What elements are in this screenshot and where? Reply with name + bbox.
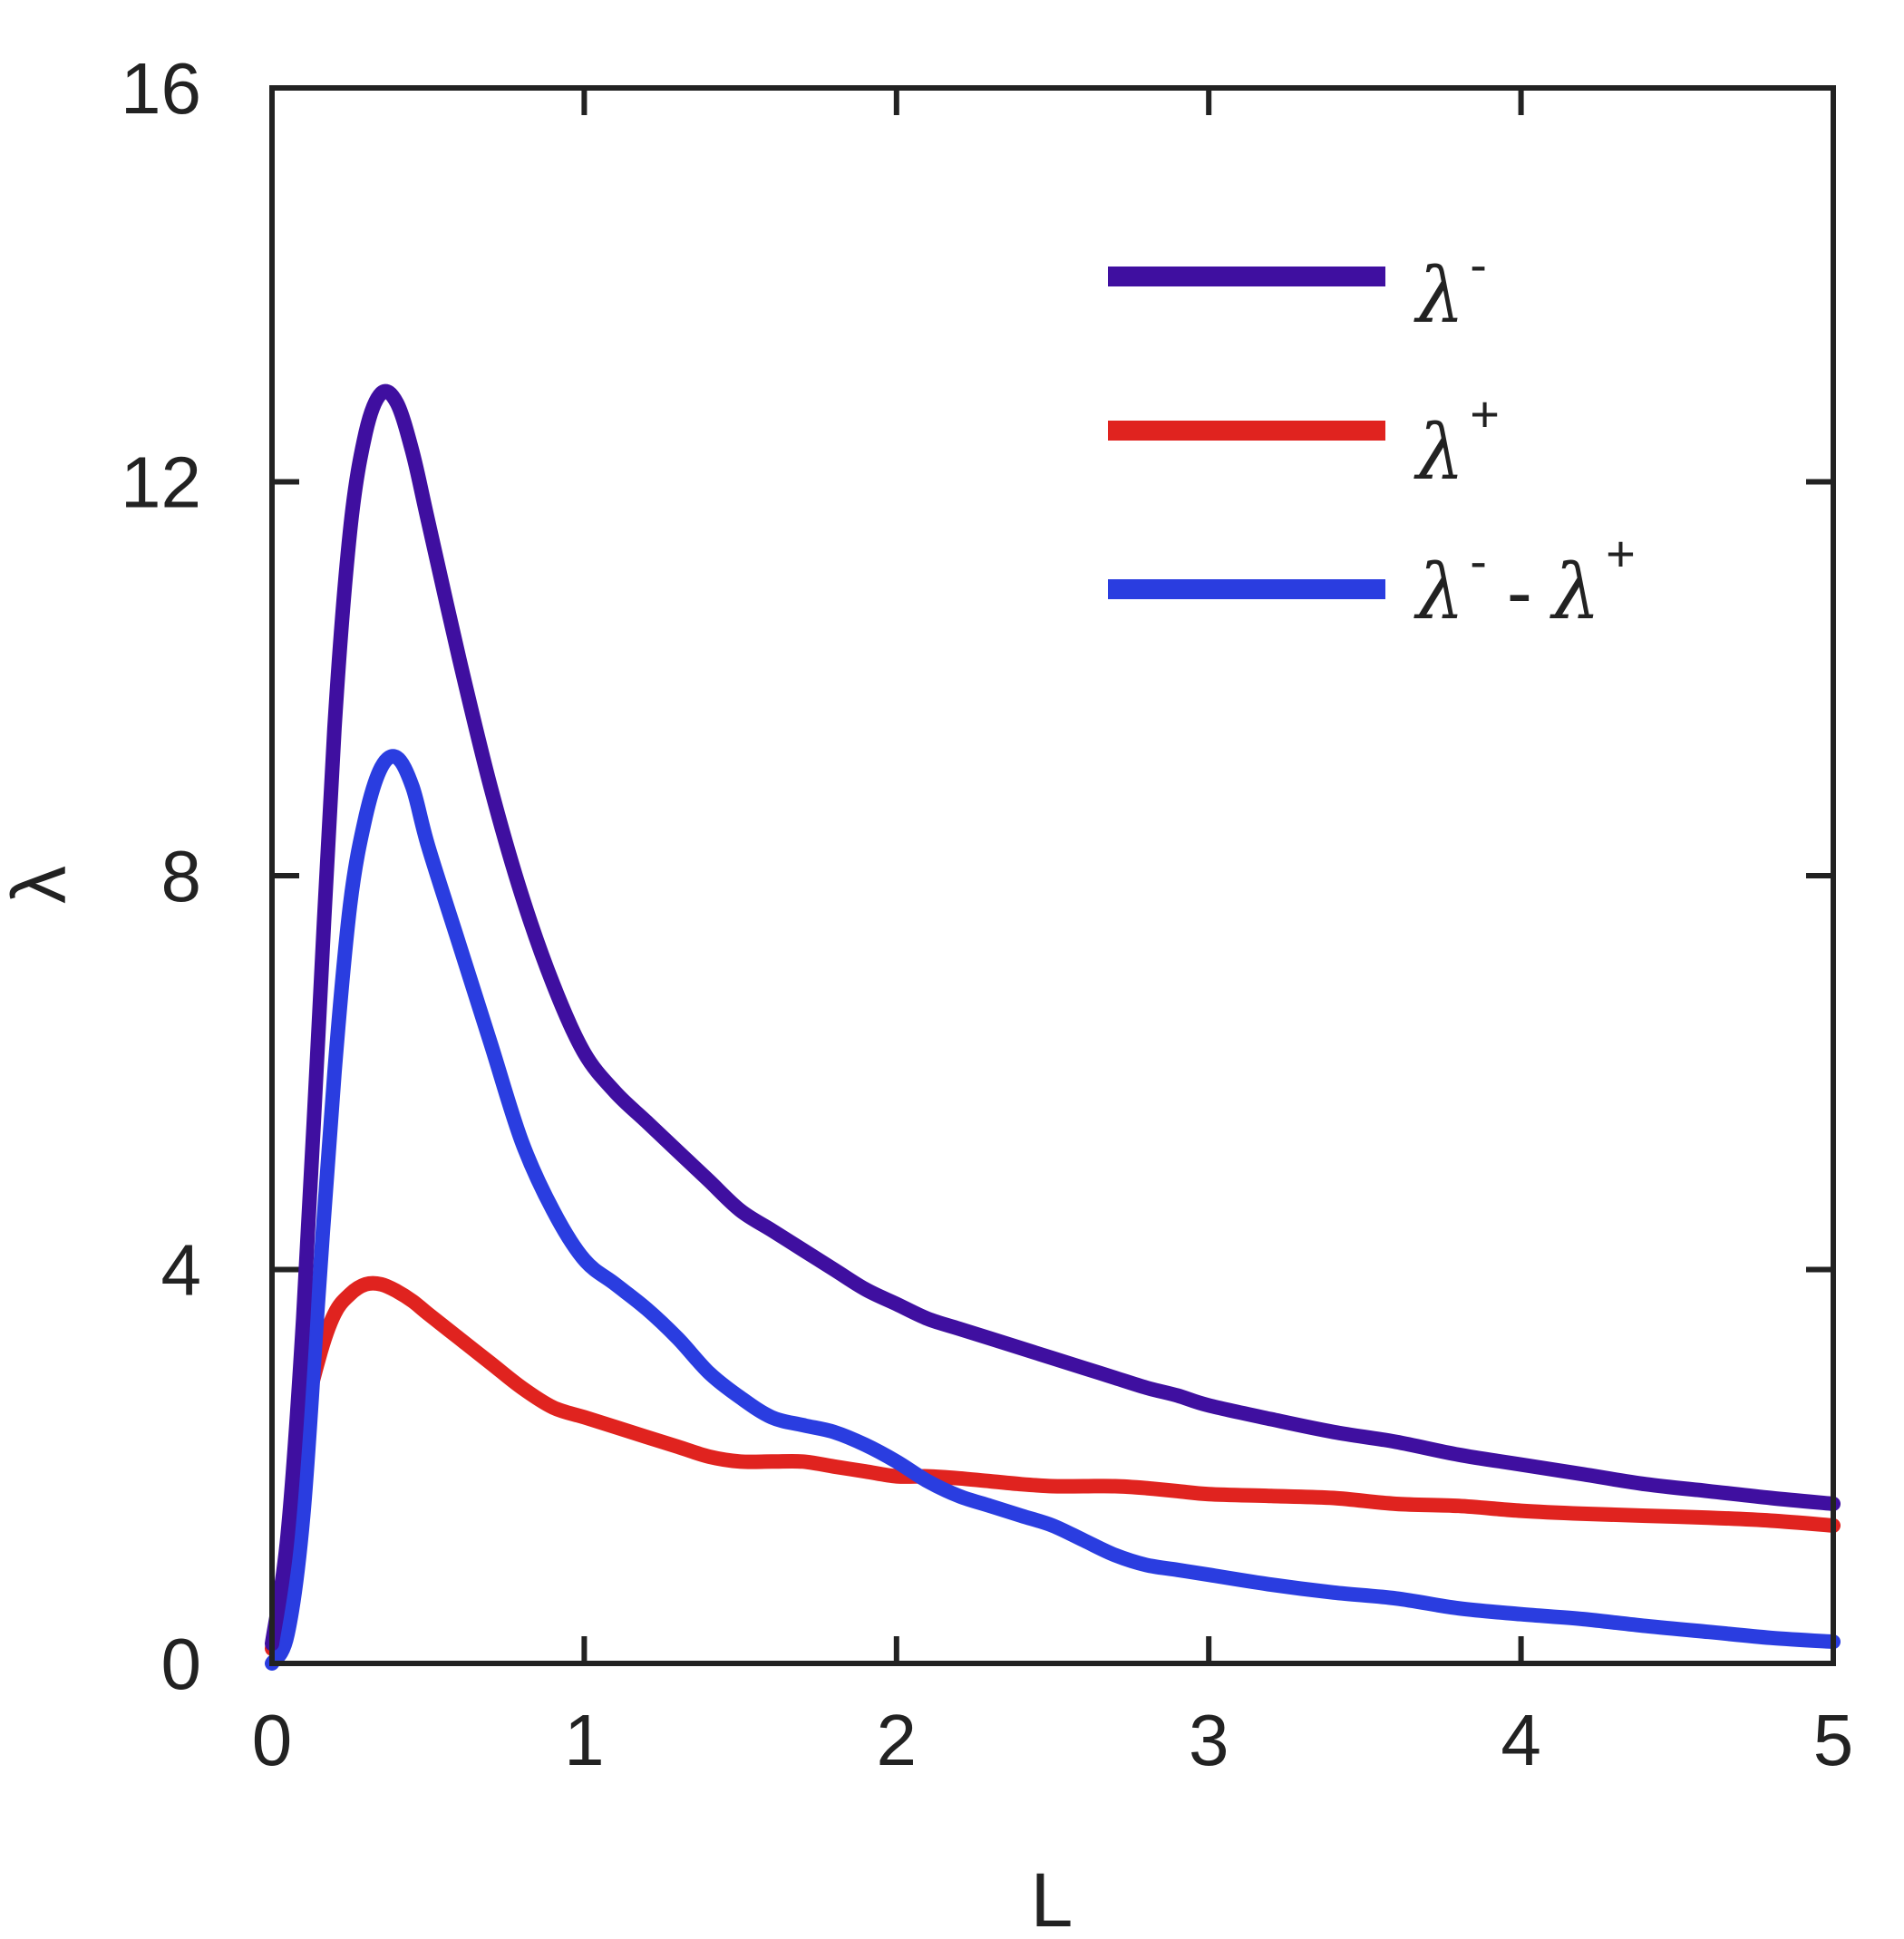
series-line-lambda-minus xyxy=(265,383,1841,1652)
x-tick-label: 3 xyxy=(1189,1700,1229,1780)
y-tick-label: 4 xyxy=(161,1230,202,1311)
x-tick-label: 2 xyxy=(877,1700,918,1780)
x-tick-label: 0 xyxy=(252,1700,293,1780)
legend-label-lambda-minus: λ- xyxy=(1413,236,1487,340)
legend-label-lambda-plus: λ + xyxy=(1413,385,1500,497)
series-line-lambda-difference xyxy=(265,749,1841,1671)
plot-frame xyxy=(269,85,1836,1666)
y-axis-title: λ xyxy=(0,866,82,904)
x-tick-label: 4 xyxy=(1501,1700,1541,1780)
y-tick-label: 0 xyxy=(161,1624,202,1704)
y-tick-label: 8 xyxy=(161,836,202,916)
y-tick-label: 12 xyxy=(121,442,201,523)
series-line-lambda-plus xyxy=(265,1275,1841,1656)
x-tick-label: 1 xyxy=(564,1700,605,1780)
legend-label-lambda-difference: λ - - λ + xyxy=(1413,525,1636,636)
y-tick-label: 16 xyxy=(121,48,201,129)
x-tick-label: 5 xyxy=(1813,1700,1854,1780)
x-axis-title: L xyxy=(1031,1857,1073,1939)
legend: λ- λ + λ - - λ + xyxy=(1108,236,1636,636)
series-lines xyxy=(265,383,1841,1671)
